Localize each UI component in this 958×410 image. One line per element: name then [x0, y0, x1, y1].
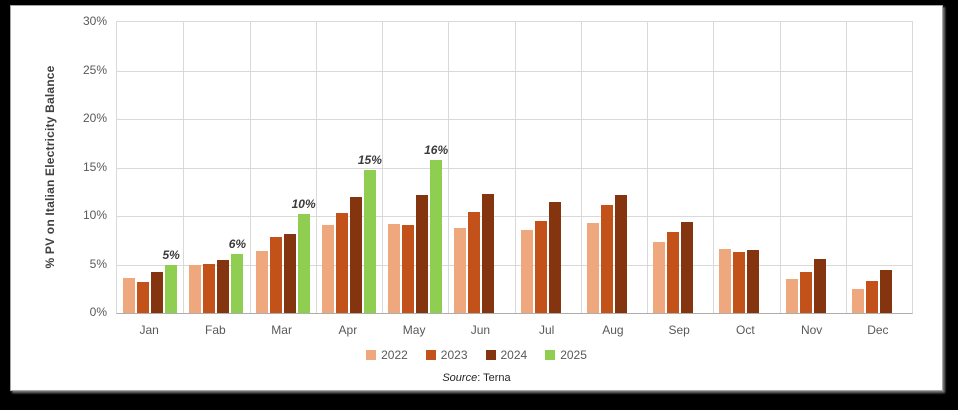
bar-2024-Jul: [548, 202, 561, 313]
x-axis-label-Apr: Apr: [338, 323, 358, 337]
x-axis-label-Mar: Mar: [271, 323, 292, 337]
bar-annotation: 16%: [424, 142, 449, 157]
bar-2022-Fab: [189, 264, 202, 313]
gridline-vertical: [315, 22, 317, 313]
gridline-vertical: [845, 22, 847, 313]
x-axis-label-Jan: Jan: [139, 323, 159, 337]
bar-2022-May: [388, 223, 401, 313]
gridline-vertical: [580, 22, 582, 313]
gridline-vertical: [514, 22, 516, 313]
bar-2023-Nov: [799, 272, 812, 313]
x-axis-label-Oct: Oct: [736, 323, 755, 337]
bar-2023-Jan: [137, 281, 150, 313]
bar-2024-Sep: [681, 221, 694, 313]
bar-2025-Apr: [363, 170, 376, 313]
legend-item-2024: 2024: [485, 348, 528, 362]
gridline-vertical: [779, 22, 781, 313]
bar-2023-Mar: [269, 237, 282, 313]
chart-canvas: % PV on Italian Electricity Balance 0% 5%…: [10, 5, 943, 391]
bar-2024-May: [416, 194, 429, 313]
x-axis-label-Jul: Jul: [538, 323, 555, 337]
bar-2022-Nov: [785, 279, 798, 313]
legend-swatch-2023: [425, 350, 436, 360]
x-axis-label-Dec: Dec: [867, 323, 889, 337]
y-axis-tick-label: 25%: [82, 62, 107, 77]
bar-2024-Nov: [813, 258, 826, 313]
gridline-vertical: [448, 22, 450, 313]
y-axis-tick-label: 0%: [89, 305, 107, 319]
bar-2022-Aug: [586, 222, 599, 313]
y-axis-tick-label: 5%: [89, 256, 107, 271]
bar-2022-Mar: [255, 250, 268, 313]
bar-2023-Fab: [203, 263, 216, 313]
bar-annotation: 15%: [357, 153, 382, 168]
legend-swatch-2025: [545, 350, 556, 360]
gridline-vertical: [647, 22, 648, 313]
x-axis-label-Nov: Nov: [800, 323, 823, 337]
legend-label-2022: 2022: [381, 348, 408, 362]
gridline-vertical: [382, 22, 383, 313]
bar-2024-Jan: [151, 272, 164, 313]
legend-item-2023: 2023: [425, 348, 468, 362]
bar-2023-Sep: [667, 231, 680, 313]
x-axis: Jan Fab Mar Apr May Jun Jul Aug Sep Oct Nov Dec: [116, 323, 913, 339]
plot-area: 5% 6% 10% 15% 16%: [116, 21, 913, 314]
bar-2022-Sep: [653, 242, 666, 313]
source-text: : Terna: [477, 372, 511, 384]
bar-2022-Apr: [321, 224, 334, 313]
bar-2022-Jun: [454, 227, 467, 313]
bar-2024-Aug: [614, 194, 627, 313]
y-axis-tick-label: 10%: [82, 208, 107, 222]
bar-2022-Jul: [520, 229, 533, 313]
y-axis-title: % PV on Italian Electricity Balance: [43, 65, 57, 269]
y-axis-tick-label: 15%: [82, 159, 107, 174]
bar-2022-Oct: [719, 248, 732, 313]
bar-2023-Oct: [733, 251, 746, 313]
x-axis-label-Sep: Sep: [668, 323, 690, 337]
source-note: Source: Terna: [11, 372, 942, 384]
bar-2022-Jan: [123, 278, 136, 313]
bar-2023-May: [402, 224, 415, 313]
bar-2025-Jan: [165, 265, 178, 313]
legend-label-2025: 2025: [560, 348, 587, 362]
bar-2024-Dec: [879, 270, 892, 313]
legend-item-2025: 2025: [545, 348, 587, 362]
bar-2022-Dec: [851, 288, 864, 313]
bar-2023-Jul: [534, 220, 547, 313]
bar-annotation: 10%: [291, 197, 316, 212]
bar-2024-Jun: [482, 193, 495, 313]
bar-2023-Jun: [468, 212, 481, 313]
bar-2023-Apr: [335, 213, 348, 313]
gridline-vertical: [183, 22, 185, 313]
x-axis-label-Fab: Fab: [205, 323, 226, 337]
bar-2023-Aug: [600, 205, 613, 313]
x-axis-label-May: May: [402, 323, 426, 337]
bar-2024-Fab: [217, 259, 230, 313]
bar-annotation: 6%: [228, 236, 247, 251]
bar-2023-Dec: [865, 281, 878, 313]
legend-swatch-2022: [366, 350, 377, 360]
y-axis-tick-label: 30%: [82, 14, 107, 28]
legend-item-2022: 2022: [366, 348, 408, 362]
bar-annotation: 5%: [162, 248, 180, 263]
legend: 2022 2023 2024 2025: [11, 348, 942, 362]
bar-2024-Apr: [349, 196, 362, 313]
y-axis-tick-label: 20%: [82, 111, 107, 125]
source-word: Source: [442, 372, 478, 384]
legend-swatch-2024: [485, 350, 496, 360]
bar-2024-Mar: [283, 234, 296, 313]
x-axis-label-Jun: Jun: [470, 323, 491, 337]
bar-2025-Fab: [231, 253, 244, 313]
x-axis-label-Aug: Aug: [602, 323, 624, 337]
legend-label-2024: 2024: [500, 348, 528, 362]
bar-2024-Oct: [747, 249, 760, 313]
gridline-vertical: [713, 22, 715, 313]
legend-label-2023: 2023: [440, 348, 468, 362]
bar-2025-May: [430, 159, 443, 313]
gridline-vertical: [249, 22, 251, 313]
bar-2025-Mar: [297, 214, 310, 313]
